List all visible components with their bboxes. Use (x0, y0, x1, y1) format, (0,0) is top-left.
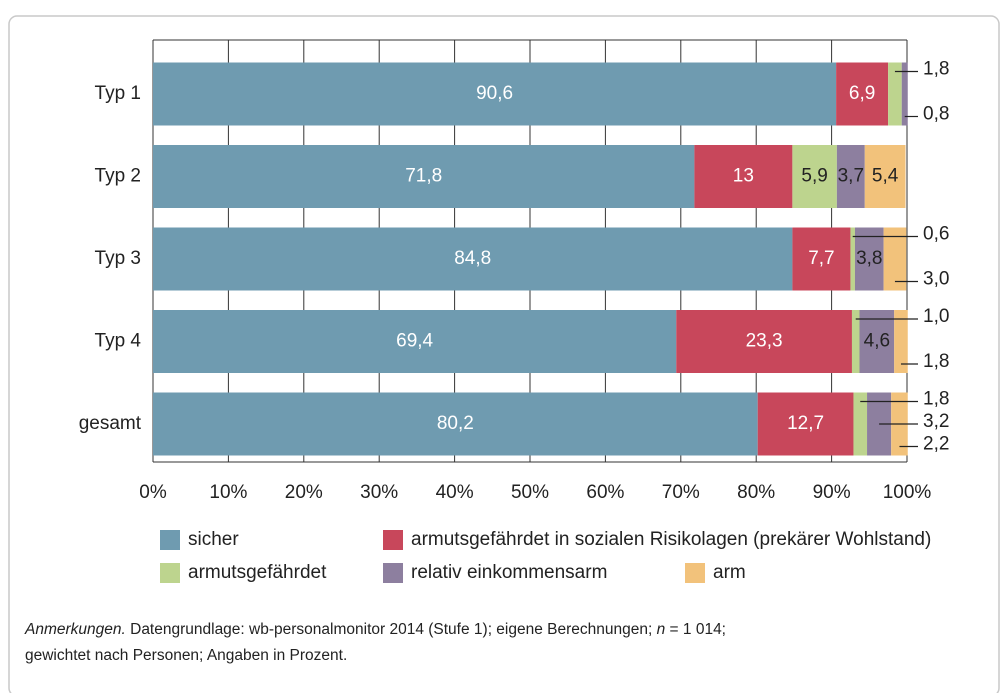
x-tick-label: 40% (436, 482, 474, 503)
value-label: 3,8 (856, 248, 882, 269)
note-text: gewichtet nach Personen; Angaben in Proz… (25, 647, 348, 664)
value-label: 4,6 (864, 331, 890, 352)
value-label: 13 (733, 166, 754, 187)
bar-segment (153, 145, 695, 208)
x-tick-label: 70% (662, 482, 700, 503)
x-tick-label: 100% (883, 482, 932, 503)
value-label: 90,6 (476, 83, 513, 104)
y-tick-label: Typ 4 (95, 331, 142, 352)
note-n: n (656, 621, 666, 638)
bar-segment (836, 145, 865, 208)
value-label: 69,4 (396, 331, 433, 352)
note: Anmerkungen. Datengrundlage: wb-personal… (25, 617, 985, 669)
note-text: Datengrundlage: wb-personalmonitor 2014 … (125, 621, 657, 638)
bar-segment (153, 392, 758, 456)
legend-label: sicher (188, 529, 239, 550)
legend-label: arm (713, 562, 746, 583)
value-label: 5,4 (872, 166, 899, 187)
bar-segment (792, 227, 851, 291)
value-label: 6,9 (849, 83, 875, 104)
note-text: = 1 014; (665, 621, 726, 638)
x-tick-label: 30% (360, 482, 398, 503)
bar-segment (153, 62, 837, 126)
value-label: 1,8 (923, 351, 949, 372)
x-tick-label: 20% (285, 482, 323, 503)
bar-segment (836, 62, 889, 126)
bar-segment (850, 227, 855, 291)
bar-segment (894, 310, 908, 373)
bar-segment (901, 62, 908, 126)
legend-label: armutsgefährdet (188, 562, 327, 583)
value-label: 5,9 (801, 166, 827, 187)
legend-swatch (383, 530, 403, 550)
bar-segment (694, 145, 793, 208)
value-label: 2,2 (923, 434, 949, 455)
x-tick-label: 10% (209, 482, 247, 503)
bar-segment (853, 392, 868, 456)
value-label: 0,8 (923, 104, 949, 125)
y-tick-label: Typ 1 (95, 83, 141, 104)
y-tick-label: Typ 2 (95, 166, 141, 187)
x-tick-label: 80% (737, 482, 775, 503)
bar-segment (859, 310, 895, 373)
value-label: 71,8 (405, 166, 442, 187)
bar-segment (792, 145, 837, 208)
value-label: 3,0 (923, 269, 949, 290)
legend-swatch (685, 563, 705, 583)
legend-swatch (383, 563, 403, 583)
x-tick-label: 0% (139, 482, 167, 503)
value-label: 3,7 (838, 166, 864, 187)
bar-segment (757, 392, 854, 456)
value-label: 0,6 (923, 224, 949, 245)
x-tick-label: 60% (586, 482, 624, 503)
legend-swatch (160, 563, 180, 583)
value-label: 1,8 (923, 389, 949, 410)
y-tick-label: Typ 3 (95, 248, 141, 269)
y-tick-label: gesamt (79, 413, 142, 434)
legend-label: relativ einkommensarm (411, 562, 607, 583)
value-label: 1,0 (923, 306, 949, 327)
value-label: 1,8 (923, 59, 949, 80)
legend-label: armutsgefährdet in sozialen Risikolagen … (411, 529, 931, 550)
x-tick-label: 50% (511, 482, 549, 503)
bar-segment (153, 310, 677, 373)
value-label: 7,7 (808, 248, 834, 269)
bar-segment (676, 310, 852, 373)
value-label: 23,3 (746, 331, 783, 352)
frame (8, 15, 1000, 693)
legend-swatch (160, 530, 180, 550)
value-label: 84,8 (454, 248, 491, 269)
value-label: 80,2 (437, 413, 474, 434)
note-lead: Anmerkungen. (25, 621, 126, 638)
bar-segment (851, 310, 860, 373)
bar-segment (888, 62, 902, 126)
bar-segment (153, 227, 793, 291)
bar-segment (864, 145, 906, 208)
value-label: 12,7 (787, 413, 824, 434)
bar-segment (854, 227, 884, 291)
x-tick-label: 90% (813, 482, 851, 503)
bar-segment (883, 227, 907, 291)
value-label: 3,2 (923, 411, 949, 432)
